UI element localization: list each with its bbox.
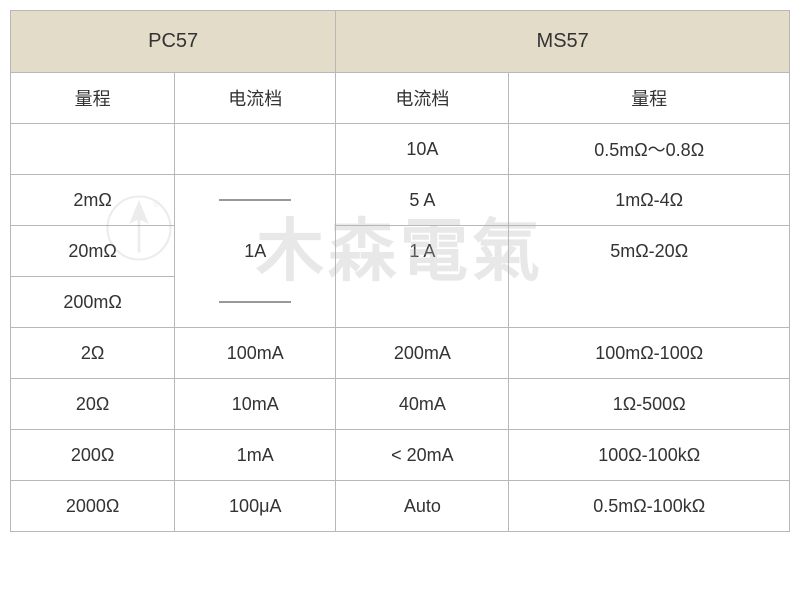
subheader-current-ms: 电流档 [336,73,509,124]
cell-pc-range: 2Ω [11,328,175,379]
cell-ms-current: 5 A [336,175,509,226]
cell-pc-current: 100μA [175,481,336,532]
cell-pc-current: 1mA [175,430,336,481]
cell-ms-range: 100Ω-100kΩ [509,430,790,481]
cell-ms-current [336,277,509,328]
cell-ms-range: 100mΩ-100Ω [509,328,790,379]
comparison-table-container: 木森電氣 ® PC57 MS57 量程 电流档 电流档 量程 10A 0.5mΩ… [10,10,790,532]
table-row: 2Ω 100mA 200mA 100mΩ-100Ω [11,328,790,379]
cell-ms-range [509,277,790,328]
table-row: 200mΩ [11,277,790,328]
subheader-range-pc: 量程 [11,73,175,124]
cell-ms-range: 0.5mΩ-100kΩ [509,481,790,532]
cell-ms-current: < 20mA [336,430,509,481]
cell-ms-current: 200mA [336,328,509,379]
cell-pc-range: 200mΩ [11,277,175,328]
comparison-table: PC57 MS57 量程 电流档 电流档 量程 10A 0.5mΩ～0.8Ω 2… [10,10,790,532]
cell-pc-current: 1A [175,226,336,277]
cell-ms-current: 40mA [336,379,509,430]
cell-pc-current [175,124,336,175]
table-row: 10A 0.5mΩ～0.8Ω [11,124,790,175]
table-subheader-row: 量程 电流档 电流档 量程 [11,73,790,124]
cell-ms-current: Auto [336,481,509,532]
cell-pc-range: 2mΩ [11,175,175,226]
cell-pc-range: 20Ω [11,379,175,430]
cell-pc-current-line [175,175,336,226]
cell-pc-range: 200Ω [11,430,175,481]
cell-ms-current: 1 A [336,226,509,277]
table-row: 20Ω 10mA 40mA 1Ω-500Ω [11,379,790,430]
table-header-row: PC57 MS57 [11,11,790,73]
header-ms57: MS57 [336,11,790,73]
table-row: 200Ω 1mA < 20mA 100Ω-100kΩ [11,430,790,481]
cell-ms-range: 1mΩ-4Ω [509,175,790,226]
header-pc57: PC57 [11,11,336,73]
cell-pc-range: 20mΩ [11,226,175,277]
cell-ms-range: 5mΩ-20Ω [509,226,790,277]
cell-pc-current: 100mA [175,328,336,379]
table-row: 2mΩ 5 A 1mΩ-4Ω [11,175,790,226]
cell-ms-range: 0.5mΩ～0.8Ω [509,124,790,175]
table-row: 2000Ω 100μA Auto 0.5mΩ-100kΩ [11,481,790,532]
cell-pc-current-line [175,277,336,328]
cell-pc-current: 10mA [175,379,336,430]
table-row: 20mΩ 1A 1 A 5mΩ-20Ω [11,226,790,277]
cell-ms-current: 10A [336,124,509,175]
cell-pc-range [11,124,175,175]
cell-pc-range: 2000Ω [11,481,175,532]
subheader-current-pc: 电流档 [175,73,336,124]
subheader-range-ms: 量程 [509,73,790,124]
cell-ms-range: 1Ω-500Ω [509,379,790,430]
